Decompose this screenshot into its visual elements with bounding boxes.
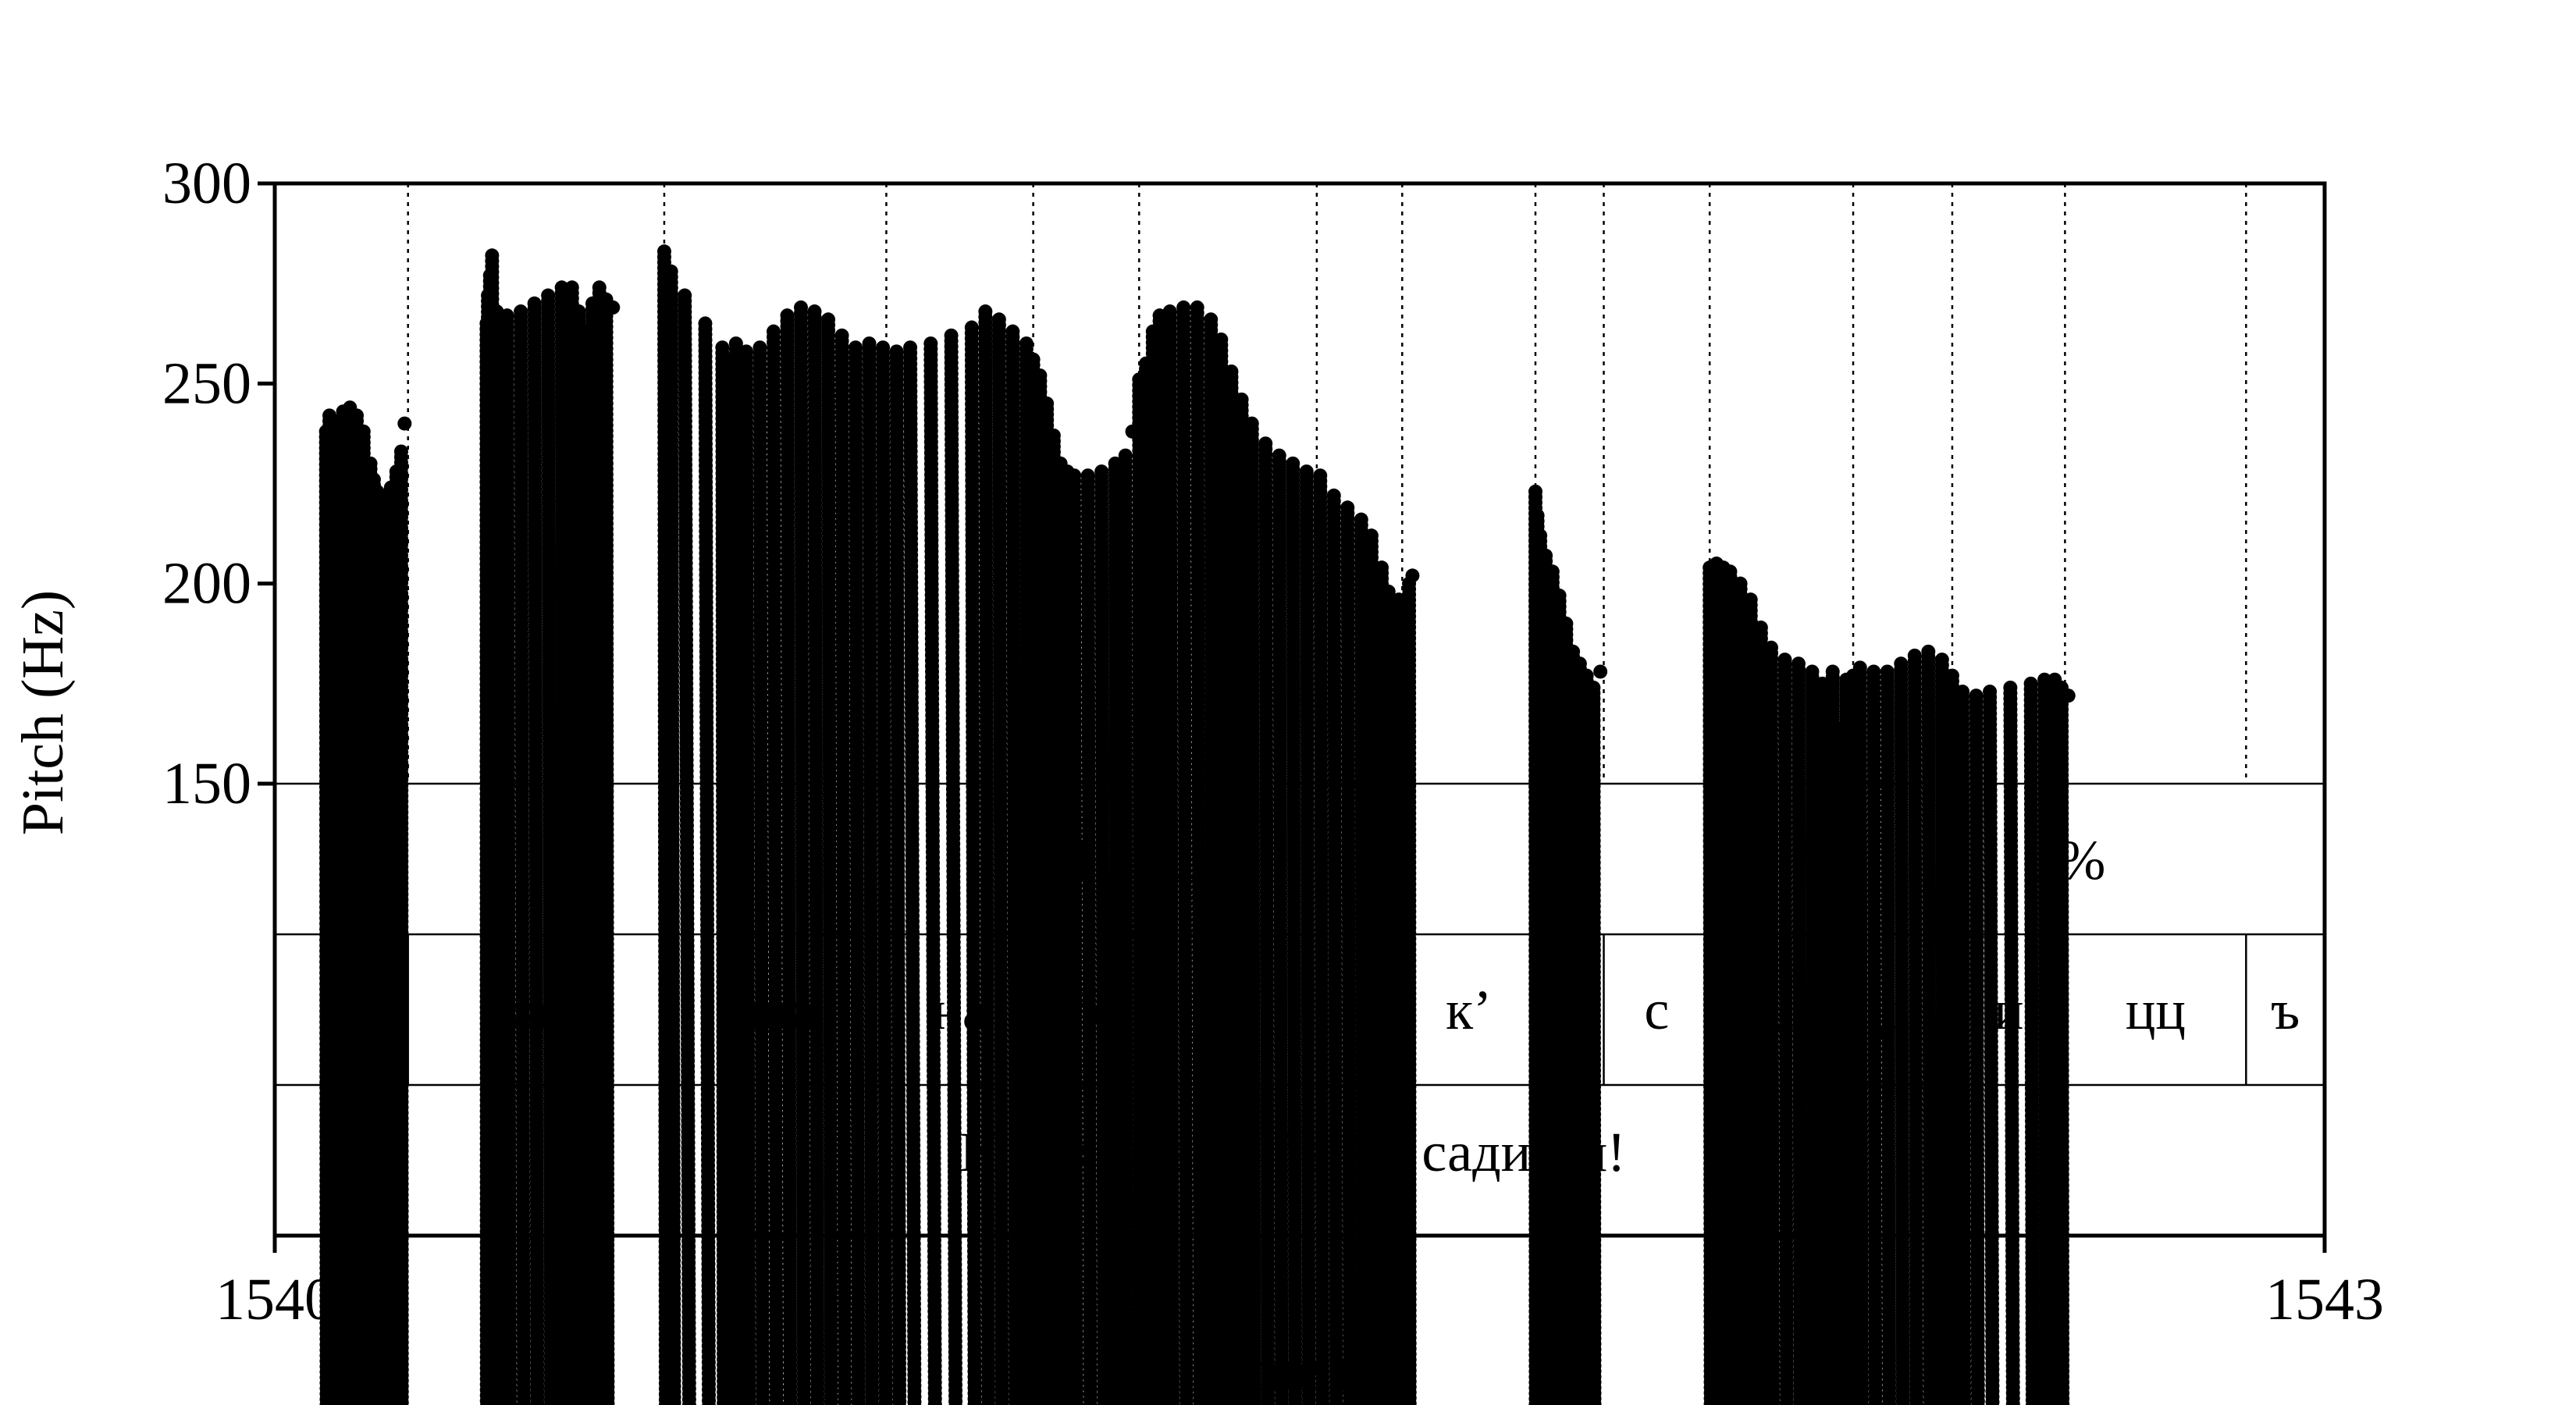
pitch-chart: H*+L L% и как ана на б а н к’ е с а д’ и цц ъ 300250200…: [0, 0, 2576, 1405]
